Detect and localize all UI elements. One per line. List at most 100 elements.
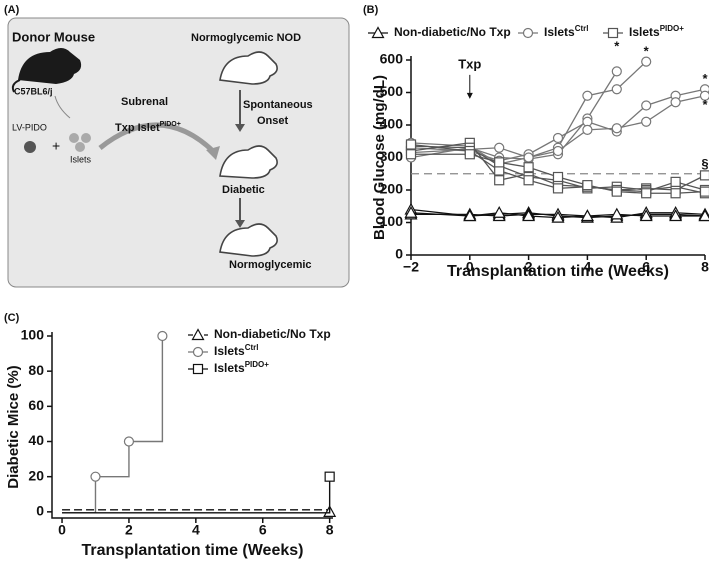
legend-name: Islets [629, 25, 660, 39]
y-tick-label: 500 [380, 83, 404, 99]
islet-icon [81, 133, 91, 143]
txp-text: Txp Islet [115, 122, 160, 134]
legend-name: Non-diabetic/No Txp [394, 25, 511, 39]
mouse-line [410, 95, 706, 159]
marker [494, 175, 505, 186]
legend-sup: PIDO+ [660, 24, 685, 33]
panel-label: (B) [363, 4, 379, 16]
x-tick-label: 6 [642, 259, 650, 275]
x-axis-label: Transplantation time (Weeks) [82, 542, 304, 559]
marker [611, 84, 622, 95]
step-line [62, 509, 331, 512]
y-tick-label: 0 [395, 246, 403, 262]
marker [371, 26, 385, 39]
marker [698, 209, 709, 222]
legend-name: Islets [544, 25, 575, 39]
step-line [62, 336, 164, 514]
onset-1: Spontaneous [243, 99, 313, 111]
marker [464, 149, 475, 160]
diabetic-mouse [219, 145, 278, 179]
arrowhead [206, 146, 220, 160]
marker [669, 209, 683, 222]
marker [582, 180, 593, 191]
marker [611, 66, 622, 77]
tail [11, 79, 21, 93]
marker [192, 363, 204, 375]
x-tick-label: 2 [125, 522, 133, 538]
marker [552, 171, 564, 183]
panel-label: (A) [4, 4, 20, 16]
annotation: § [701, 156, 708, 171]
annotation: * [702, 97, 708, 112]
y-tick-label: 600 [380, 51, 404, 67]
onset-2: Onset [257, 115, 289, 127]
x-tick-label: −2 [403, 259, 419, 275]
y-tick-label: 100 [21, 327, 45, 343]
arrowhead [235, 220, 245, 228]
normoglycemic-mouse [219, 223, 278, 257]
marker [522, 27, 534, 39]
y-axis-label: Diabetic Mice (%) [5, 365, 22, 488]
mouse-line [410, 142, 706, 191]
recipient-mouse [219, 51, 278, 85]
y-tick-label: 20 [28, 467, 44, 483]
panel-a: (A) Donor Mouse C57BL6/j LV-PIDO + Islet… [4, 4, 350, 288]
marker [641, 188, 652, 199]
legend-name: Islets [214, 361, 245, 375]
mouse-line [411, 153, 706, 194]
y-tick-label: 100 [380, 213, 404, 229]
marker [580, 209, 594, 222]
txp: Txp IsletPIDO+ [115, 121, 181, 134]
legend-sup: Ctrl [575, 24, 589, 33]
virus-icon [24, 141, 36, 153]
marker [405, 139, 417, 150]
route: Subrenal [121, 96, 168, 108]
y-tick-label: 60 [28, 397, 44, 413]
x-axis-label: Transplantation time (Weeks) [447, 263, 669, 280]
marker [670, 97, 681, 108]
diabetic: Diabetic [222, 184, 265, 196]
annotation: * [702, 71, 708, 86]
donor-mouse [18, 48, 82, 84]
legend-label: IsletsCtrl [544, 24, 588, 39]
marker [639, 209, 653, 222]
y-tick-label: 400 [380, 116, 404, 132]
marker [123, 436, 135, 447]
x-tick-label: 8 [701, 259, 709, 275]
recipient-title: Normoglycemic NOD [191, 32, 301, 44]
y-tick-label: 0 [36, 503, 44, 519]
mouse-line [410, 143, 706, 193]
plus: + [52, 138, 60, 154]
marker [699, 186, 709, 197]
marker [582, 124, 593, 135]
marker [641, 56, 652, 67]
arrowhead [466, 92, 473, 99]
marker [404, 206, 418, 218]
step-line [62, 476, 331, 514]
marker [522, 209, 536, 222]
x-tick-label: 0 [58, 522, 66, 538]
y-tick-label: 300 [380, 148, 404, 164]
islet-icon [75, 142, 85, 152]
x-tick-label: 4 [584, 259, 592, 275]
x-tick-label: 8 [326, 522, 334, 538]
marker [641, 100, 652, 111]
transplant-arrow [98, 122, 216, 154]
marker [523, 152, 534, 163]
x-tick-label: 4 [192, 522, 200, 538]
arrow [54, 95, 71, 119]
axes [51, 332, 333, 519]
x-tick-label: 6 [259, 522, 267, 538]
mouse-line [410, 88, 706, 162]
y-tick-label: 40 [28, 432, 44, 448]
normoglycemic: Normoglycemic [229, 259, 312, 271]
marker [157, 330, 168, 342]
marker [699, 170, 709, 181]
txp-sup: PIDO+ [160, 121, 181, 128]
annotation: * [644, 43, 650, 58]
vector: LV-PIDO [12, 122, 47, 132]
y-tick-label: 80 [28, 362, 44, 378]
marker [492, 206, 506, 218]
marker [699, 90, 709, 101]
marker [611, 123, 622, 134]
